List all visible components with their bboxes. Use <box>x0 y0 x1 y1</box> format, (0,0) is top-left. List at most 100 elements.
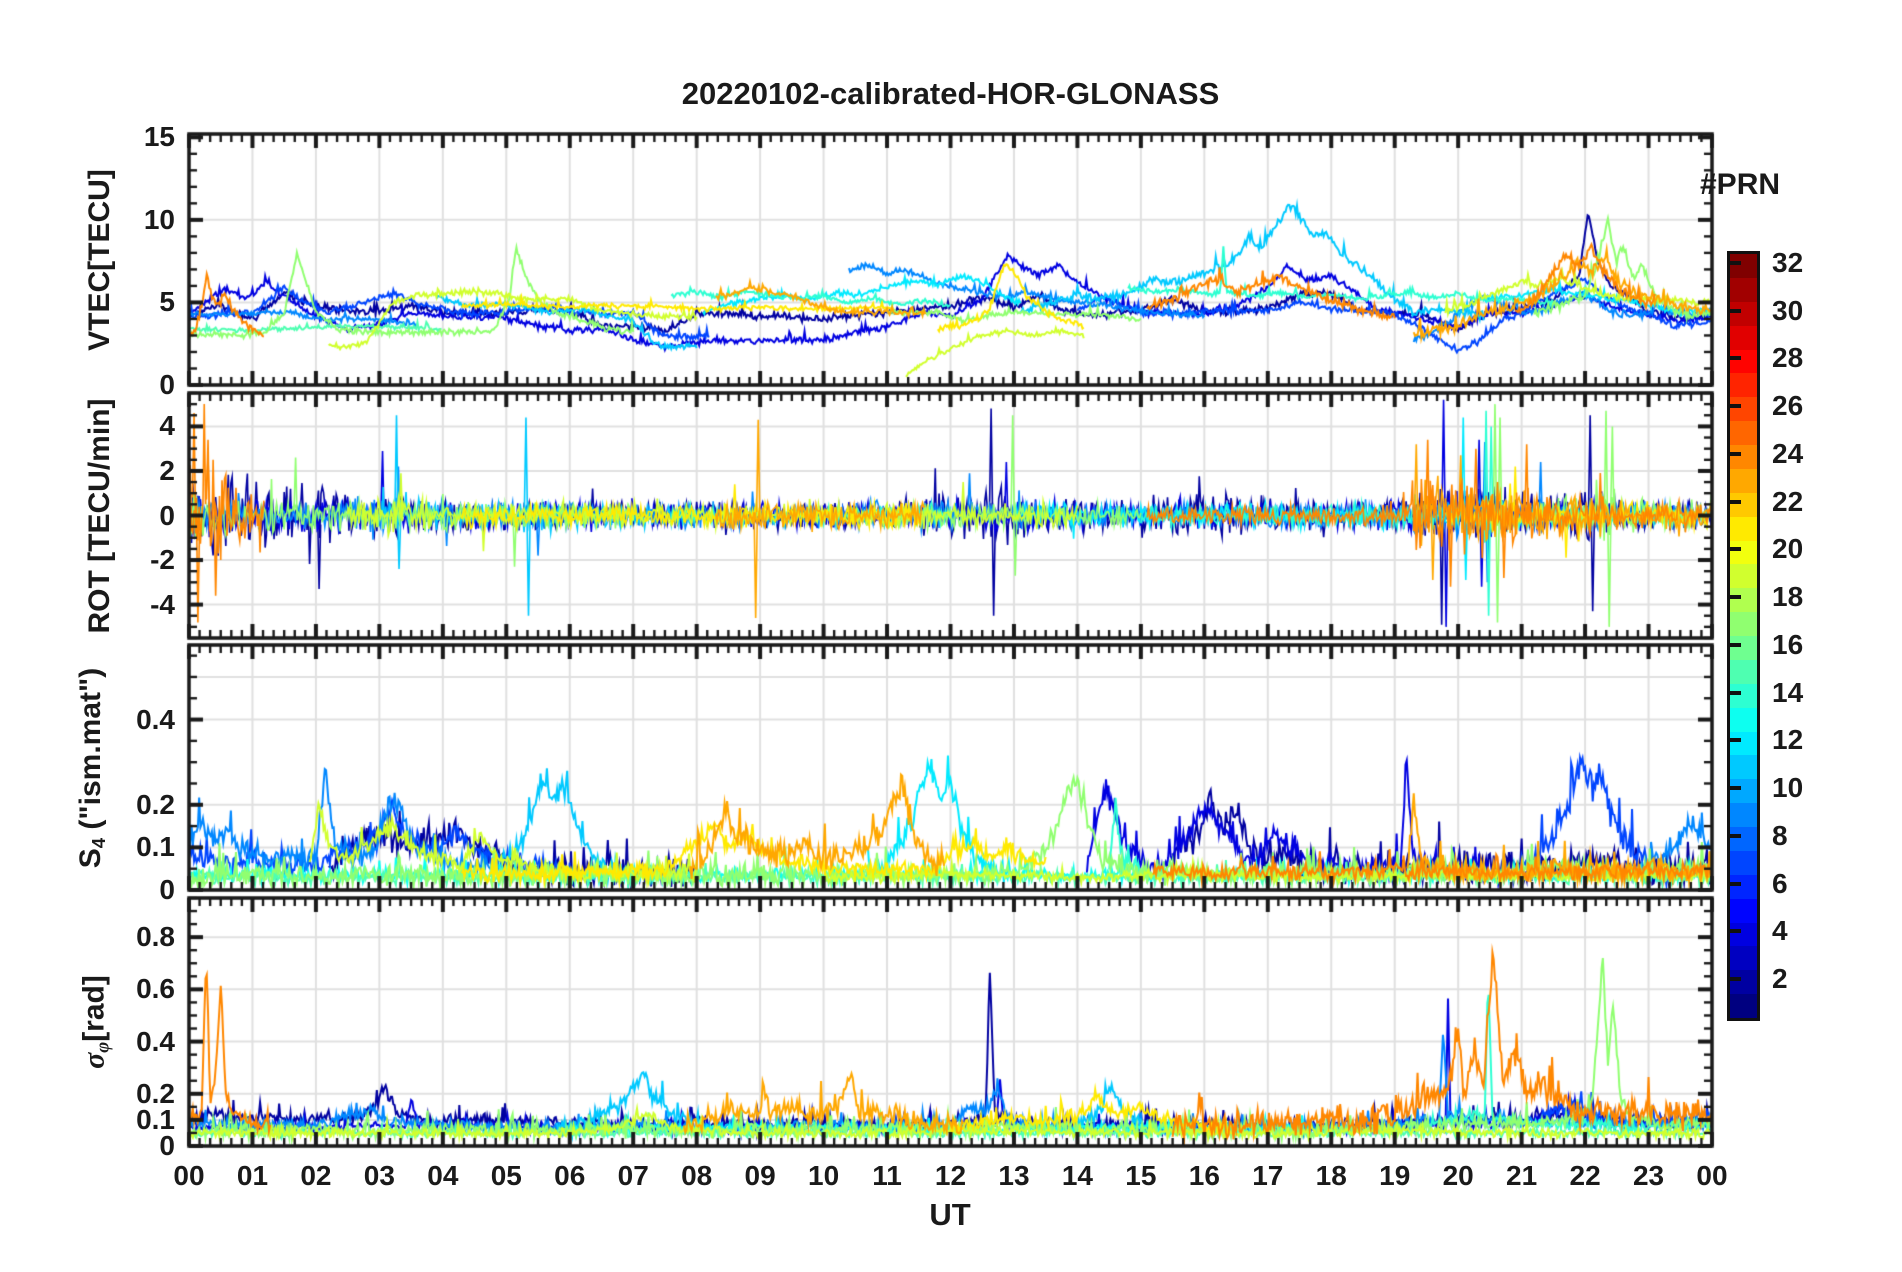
x-tick-label: 19 <box>1379 1160 1411 1191</box>
y-tick-label: 0 <box>159 874 175 905</box>
x-tick-label: 09 <box>744 1160 776 1191</box>
x-tick-label: 07 <box>617 1160 649 1191</box>
colorbar-tick <box>1730 929 1741 934</box>
colorbar-band-prn-15 <box>1730 659 1757 684</box>
colorbar-tick <box>1730 451 1741 456</box>
colorbar-band-prn-11 <box>1730 755 1757 780</box>
colorbar-tick-label: 30 <box>1772 294 1804 326</box>
colorbar-band-prn-2 <box>1730 970 1757 995</box>
colorbar-tick <box>1730 881 1741 886</box>
x-tick-label: 03 <box>363 1160 395 1191</box>
colorbar-band-prn-28 <box>1730 349 1757 374</box>
colorbar-band-prn-31 <box>1730 277 1757 302</box>
colorbar-band-prn-18 <box>1730 588 1757 613</box>
y-tick-label: 0.1 <box>136 831 175 863</box>
colorbar-tick-label: 32 <box>1772 246 1804 278</box>
x-tick-label: 22 <box>1569 1160 1601 1191</box>
x-tick-label: 20 <box>1442 1160 1474 1191</box>
y-axis-label-vtec: VTEC[TECU] <box>83 168 116 351</box>
colorbar-tick-label: 20 <box>1772 533 1804 565</box>
colorbar-tick-label: 12 <box>1772 724 1804 756</box>
colorbar-tick-label: 24 <box>1772 437 1804 469</box>
colorbar-band-prn-16 <box>1730 636 1757 660</box>
x-tick-label: 10 <box>808 1160 840 1191</box>
y-tick-label: 0 <box>159 369 175 400</box>
x-tick-label: 18 <box>1315 1160 1347 1191</box>
y-tick-label: 4 <box>159 410 175 442</box>
colorbar-tick-label: 26 <box>1772 390 1804 422</box>
colorbar-band-prn-14 <box>1730 683 1757 708</box>
colorbar-band-prn-12 <box>1730 731 1757 756</box>
colorbar-band-prn-3 <box>1730 946 1757 971</box>
y-tick-label: 15 <box>143 121 175 153</box>
x-tick-label: 15 <box>1125 1160 1157 1191</box>
x-tick-label: 14 <box>1061 1160 1093 1191</box>
colorbar-tick-label: 28 <box>1772 342 1804 374</box>
y-tick-label: -4 <box>150 588 175 620</box>
colorbar-tick-label: 22 <box>1772 485 1804 517</box>
y-tick-label: -2 <box>150 544 175 576</box>
colorbar-tick-label: 2 <box>1772 963 1788 995</box>
colorbar-band-prn-23 <box>1730 468 1757 493</box>
colorbar-band-prn-30 <box>1730 301 1757 326</box>
colorbar-band-prn-25 <box>1730 421 1757 445</box>
colorbar-band-prn-8 <box>1730 827 1757 851</box>
colorbar-tick <box>1730 260 1741 265</box>
y-tick-label: 0 <box>159 1130 175 1161</box>
colorbar-tick <box>1730 786 1741 791</box>
colorbar-tick-label: 16 <box>1772 628 1804 660</box>
colorbar-band-prn-20 <box>1730 540 1757 565</box>
colorbar-tick-label: 4 <box>1772 915 1788 947</box>
colorbar-tick-label: 8 <box>1772 819 1788 851</box>
colorbar-band-prn-1 <box>1730 994 1757 1018</box>
colorbar-band-prn-4 <box>1730 922 1757 947</box>
y-tick-label: 0.1 <box>136 1103 175 1135</box>
x-tick-label: 17 <box>1252 1160 1284 1191</box>
colorbar-tick <box>1730 595 1741 600</box>
x-tick-label: 02 <box>300 1160 332 1191</box>
colorbar-band-prn-9 <box>1730 803 1757 827</box>
colorbar-tick <box>1730 404 1741 409</box>
colorbar-band-prn-29 <box>1730 325 1757 350</box>
y-tick-label: 0 <box>159 499 175 531</box>
y-tick-label: 0.8 <box>136 921 175 953</box>
x-tick-label: 04 <box>427 1160 459 1191</box>
x-axis-label: UT <box>929 1197 971 1232</box>
x-tick-label: 08 <box>681 1160 713 1191</box>
x-tick-label: 00 <box>1696 1160 1728 1191</box>
colorbar-band-prn-24 <box>1730 445 1757 469</box>
colorbar-tick <box>1730 356 1741 361</box>
colorbar-band-prn-22 <box>1730 492 1757 517</box>
colorbar-band-prn-13 <box>1730 707 1757 732</box>
x-tick-label: 16 <box>1188 1160 1220 1191</box>
colorbar-tick-label: 6 <box>1772 867 1788 899</box>
colorbar-tick-label: 18 <box>1772 581 1804 613</box>
x-tick-label: 12 <box>934 1160 967 1191</box>
x-tick-label: 01 <box>236 1160 269 1191</box>
x-tick-label: 05 <box>490 1160 522 1191</box>
colorbar-tick-label: 14 <box>1772 676 1804 708</box>
x-tick-label: 00 <box>173 1160 205 1191</box>
colorbar-band-prn-26 <box>1730 397 1757 422</box>
colorbar-band-prn-21 <box>1730 516 1757 541</box>
y-tick-label: 0.4 <box>136 703 175 735</box>
y-tick-label: 10 <box>143 203 175 235</box>
y-tick-label: 0.2 <box>136 1077 175 1109</box>
y-tick-label: 2 <box>159 454 175 486</box>
colorbar-tick <box>1730 690 1741 695</box>
colorbar-tick <box>1730 642 1741 647</box>
colorbar-band-prn-32 <box>1730 254 1757 278</box>
colorbar-tick-label: 10 <box>1772 772 1804 804</box>
colorbar-tick <box>1730 977 1741 982</box>
y-tick-label: 0.6 <box>136 973 175 1005</box>
chart-title: 20220102-calibrated-HOR-GLONASS <box>681 76 1220 111</box>
colorbar-band-prn-19 <box>1730 564 1757 589</box>
x-tick-label: 06 <box>554 1160 586 1191</box>
colorbar-title: #PRN <box>1700 168 1781 201</box>
colorbar-band-prn-10 <box>1730 779 1757 804</box>
x-tick-label: 13 <box>998 1160 1030 1191</box>
colorbar-band-prn-7 <box>1730 850 1757 875</box>
y-tick-label: 5 <box>159 286 175 318</box>
